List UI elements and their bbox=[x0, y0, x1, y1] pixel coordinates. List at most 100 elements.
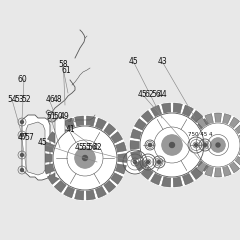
Polygon shape bbox=[48, 132, 60, 144]
Circle shape bbox=[188, 137, 204, 153]
Polygon shape bbox=[238, 132, 240, 141]
Polygon shape bbox=[141, 110, 154, 123]
Polygon shape bbox=[86, 116, 95, 127]
Text: 43: 43 bbox=[157, 57, 167, 66]
Polygon shape bbox=[238, 150, 240, 158]
Text: 44: 44 bbox=[157, 90, 167, 99]
Polygon shape bbox=[95, 186, 106, 198]
Polygon shape bbox=[234, 123, 240, 134]
Polygon shape bbox=[190, 167, 203, 180]
Text: 49: 49 bbox=[60, 112, 69, 121]
Polygon shape bbox=[43, 154, 53, 162]
Polygon shape bbox=[114, 142, 126, 152]
Polygon shape bbox=[215, 113, 222, 123]
Circle shape bbox=[145, 140, 155, 150]
Text: 45: 45 bbox=[74, 143, 84, 152]
Polygon shape bbox=[134, 119, 147, 131]
Polygon shape bbox=[162, 176, 171, 187]
Circle shape bbox=[199, 139, 211, 151]
Polygon shape bbox=[197, 161, 207, 173]
Polygon shape bbox=[182, 173, 193, 185]
Polygon shape bbox=[187, 132, 198, 141]
Text: 57: 57 bbox=[24, 133, 34, 143]
Polygon shape bbox=[202, 129, 213, 139]
Polygon shape bbox=[103, 124, 116, 136]
Circle shape bbox=[196, 123, 240, 167]
Text: 52: 52 bbox=[22, 95, 31, 104]
Circle shape bbox=[20, 154, 24, 156]
Polygon shape bbox=[55, 116, 65, 180]
Polygon shape bbox=[22, 115, 50, 180]
Polygon shape bbox=[130, 140, 140, 150]
Circle shape bbox=[186, 113, 240, 177]
Polygon shape bbox=[197, 119, 210, 131]
Circle shape bbox=[43, 116, 127, 200]
Polygon shape bbox=[182, 105, 193, 117]
Polygon shape bbox=[54, 180, 67, 192]
Polygon shape bbox=[75, 189, 84, 200]
Polygon shape bbox=[202, 151, 213, 161]
Text: 45: 45 bbox=[138, 90, 148, 99]
Polygon shape bbox=[44, 142, 55, 152]
Text: 50: 50 bbox=[53, 112, 63, 121]
Polygon shape bbox=[114, 164, 126, 174]
Polygon shape bbox=[131, 151, 142, 161]
Polygon shape bbox=[186, 142, 196, 149]
Polygon shape bbox=[117, 154, 127, 162]
Polygon shape bbox=[197, 159, 210, 171]
Polygon shape bbox=[95, 118, 106, 131]
Text: 62: 62 bbox=[145, 90, 154, 99]
Circle shape bbox=[153, 156, 165, 168]
Circle shape bbox=[75, 148, 95, 168]
Polygon shape bbox=[222, 114, 231, 125]
Polygon shape bbox=[64, 118, 75, 131]
Polygon shape bbox=[173, 176, 182, 187]
Circle shape bbox=[211, 138, 225, 152]
Polygon shape bbox=[162, 103, 171, 114]
Circle shape bbox=[162, 135, 182, 155]
Polygon shape bbox=[48, 172, 60, 184]
Polygon shape bbox=[229, 161, 240, 173]
Polygon shape bbox=[103, 180, 116, 192]
Polygon shape bbox=[204, 140, 214, 150]
Text: 61: 61 bbox=[61, 66, 71, 75]
Text: 55: 55 bbox=[81, 143, 91, 152]
Polygon shape bbox=[205, 114, 214, 125]
Text: 45: 45 bbox=[128, 57, 138, 66]
Polygon shape bbox=[190, 110, 203, 123]
Polygon shape bbox=[86, 189, 95, 200]
Polygon shape bbox=[205, 165, 214, 176]
Polygon shape bbox=[141, 167, 154, 180]
Circle shape bbox=[123, 150, 147, 174]
Text: 53: 53 bbox=[14, 95, 24, 104]
Text: 56: 56 bbox=[151, 90, 161, 99]
Polygon shape bbox=[75, 116, 84, 127]
Circle shape bbox=[140, 154, 156, 170]
Circle shape bbox=[146, 161, 150, 163]
Circle shape bbox=[149, 144, 151, 146]
Polygon shape bbox=[131, 129, 142, 139]
Text: 58: 58 bbox=[59, 60, 68, 69]
Circle shape bbox=[157, 161, 161, 163]
Text: 41: 41 bbox=[66, 125, 76, 134]
Circle shape bbox=[216, 143, 220, 147]
Text: 60: 60 bbox=[18, 75, 28, 84]
Text: 48: 48 bbox=[53, 95, 62, 104]
Circle shape bbox=[83, 156, 88, 161]
Polygon shape bbox=[197, 117, 207, 129]
Circle shape bbox=[140, 113, 204, 177]
Polygon shape bbox=[190, 123, 202, 134]
Text: 56: 56 bbox=[87, 143, 97, 152]
Polygon shape bbox=[215, 167, 222, 177]
Text: 46: 46 bbox=[46, 95, 55, 104]
Polygon shape bbox=[190, 156, 202, 167]
Circle shape bbox=[130, 103, 214, 187]
Text: 47: 47 bbox=[18, 133, 28, 143]
Polygon shape bbox=[222, 165, 231, 176]
Circle shape bbox=[194, 144, 198, 146]
Text: 42: 42 bbox=[93, 143, 103, 152]
Text: 45: 45 bbox=[37, 138, 47, 147]
Polygon shape bbox=[110, 132, 123, 144]
Polygon shape bbox=[187, 150, 198, 158]
Polygon shape bbox=[26, 122, 45, 175]
